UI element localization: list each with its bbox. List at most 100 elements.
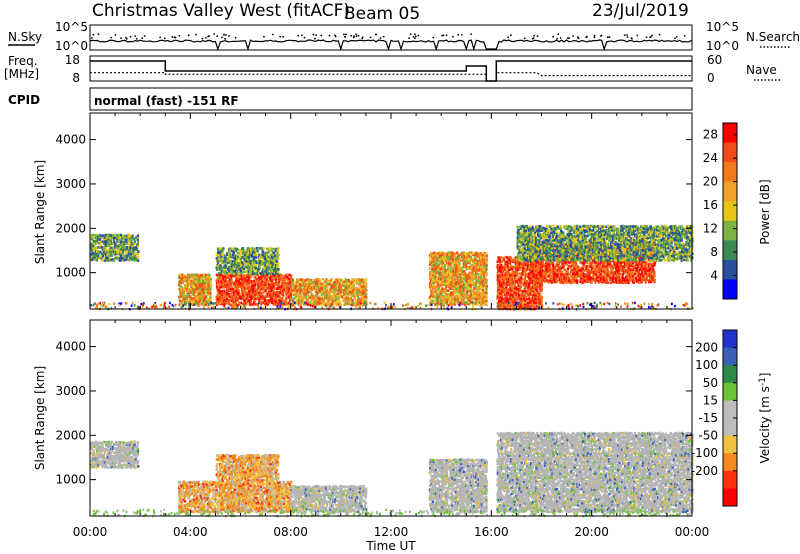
cpid-label: CPID [8,93,40,107]
heatmap-cell [444,292,447,296]
heatmap-cell [257,269,260,272]
heatmap-cell [242,262,246,265]
heatmap-cell [228,270,231,273]
heatmap-cell [93,246,96,249]
heatmap-cell [189,298,192,302]
heatmap-cell [336,302,339,306]
heatmap-cell [181,281,184,284]
heatmap-cell [216,266,219,269]
heatmap-cell [288,283,291,287]
heatmap-cell [316,292,319,296]
heatmap-cell [565,263,569,266]
heatmap-cell [469,271,472,274]
heatmap-cell [114,244,117,247]
heatmap-cell [236,298,239,302]
heatmap-cell [473,289,476,292]
heatmap-cell [233,269,236,273]
heatmap-cell [114,242,117,246]
heatmap-cell [217,254,220,257]
noise-search-dot [414,33,416,36]
heatmap-cell [93,254,96,257]
heatmap-cell [307,280,310,283]
heatmap-cell [181,295,184,298]
heatmap-cell [122,252,125,256]
heatmap-cell [428,263,432,266]
heatmap-cell [270,249,273,253]
heatmap-cell [357,290,360,294]
heatmap-cell [343,282,346,285]
heatmap-cell [234,287,238,291]
heatmap-cell [346,301,349,304]
heatmap-cell [218,268,221,271]
nave-tick-top: 60 [707,53,722,67]
heatmap-cell [228,249,231,253]
heatmap-cell [220,280,223,283]
heatmap-cell [437,285,440,289]
noise-search-dot [585,36,588,39]
heatmap-cell [295,290,298,293]
heatmap-cell [189,300,192,304]
heatmap-cell [124,238,127,241]
heatmap-cell [233,297,236,301]
heatmap-cell [224,259,227,263]
noise-search-dot [651,34,653,37]
noise-search-dot [408,37,410,40]
heatmap-cell [251,287,254,291]
heatmap-cell [289,285,292,288]
heatmap-cell [475,257,478,261]
heatmap-cell [244,283,247,287]
heatmap-cell [194,296,197,300]
heatmap-cell [244,253,247,257]
noise-search-label: N.Search [746,30,800,44]
heatmap-cell [476,252,479,255]
heatmap-cell [296,278,299,282]
heatmap-cell [190,284,193,287]
heatmap-cell [438,301,442,304]
heatmap-cell [247,286,250,289]
noise-search-dot [626,36,629,38]
heatmap-cell [244,277,247,281]
heatmap-cell [445,273,448,277]
heatmap-cell [302,297,305,300]
heatmap-cell [216,295,219,298]
heatmap-cell [302,280,305,283]
heatmap-cell [344,295,347,298]
heatmap-cell [182,279,186,283]
heatmap-cell [220,290,223,293]
heatmap-cell [247,288,250,291]
heatmap-cell [480,260,483,263]
heatmap-cell [446,276,449,280]
heatmap-cell [199,281,202,284]
heatmap-cell [240,271,243,275]
heatmap-cell [260,291,263,295]
heatmap-cell [267,287,270,290]
heatmap-cell [96,255,100,258]
heatmap-cell [337,277,341,281]
heatmap-cell [356,286,359,290]
heatmap-cell [355,282,359,285]
heatmap-cell [194,301,197,305]
heatmap-cell [254,295,257,299]
heatmap-cell [105,242,108,245]
heatmap-cell [501,291,504,294]
heatmap-cell [98,256,101,260]
heatmap-cell [249,279,252,283]
heatmap-cell [444,255,447,259]
heatmap-cell [326,286,329,290]
heatmap-cell [117,256,120,260]
heatmap-cell [106,256,109,260]
heatmap-cell [321,293,324,296]
heatmap-cell [291,302,294,306]
heatmap-cell [509,290,512,293]
heatmap-cell [245,251,248,254]
heatmap-cell [500,299,503,303]
heatmap-cell [506,294,509,297]
heatmap-cell [93,258,97,261]
heatmap-cell [315,294,318,298]
heatmap-cell [474,277,477,280]
heatmap-cell [201,284,204,287]
heatmap-cell [237,271,240,275]
heatmap-cell [238,275,241,278]
heatmap-cell [438,293,441,297]
heatmap-cell [502,276,505,279]
